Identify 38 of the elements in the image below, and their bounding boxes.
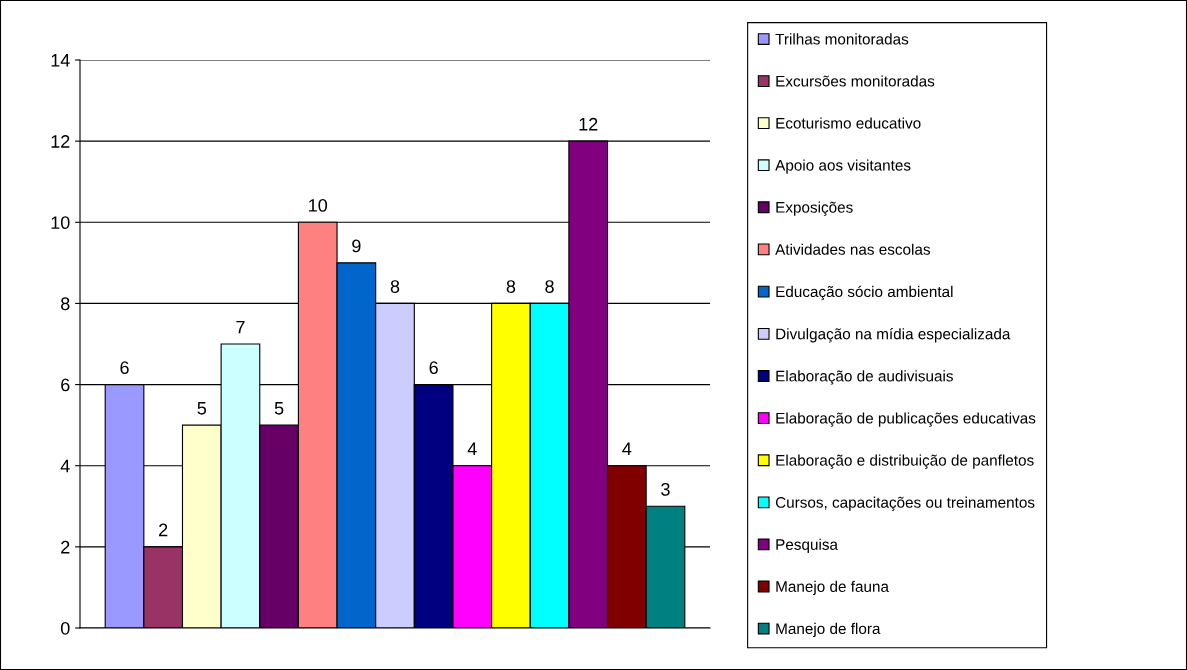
y-tick-label: 4 [60,459,70,473]
data-label: 5 [274,402,284,415]
legend-label: Elaboração de publicações educativas [776,412,1036,427]
legend-label: Pesquisa [776,538,838,553]
y-tick-label: 8 [61,297,70,311]
legend-label: Trilhas monitoradas [775,33,909,45]
legend-label: Excursões monitoradas [776,75,935,87]
y-tick-label: 2 [61,540,70,554]
data-label: 8 [390,280,400,293]
legend-label: Apoio aos visitantes [775,159,911,174]
data-label: 8 [506,280,516,293]
legend-label: Educação sócio ambiental [776,285,953,301]
data-label: 12 [579,117,598,131]
data-label: 6 [120,361,129,375]
data-label: 10 [309,198,328,212]
data-label: 7 [236,320,245,334]
data-label: 2 [159,523,168,537]
data-label: 6 [429,361,438,375]
y-tick-label: 14 [51,54,70,67]
legend-label: Exposições [776,201,853,216]
data-label: 8 [545,280,554,293]
legend-label: Atividades nas escolas [775,243,930,255]
legend-label: Ecoturismo educativo [776,117,921,129]
legend-label: Manejo de flora [776,622,881,638]
legend-label: Elaboração e distribuição de panfletos [776,454,1034,469]
legend-label: Elaboração de audivisuais [776,370,953,385]
y-tick-label: 10 [51,216,70,230]
y-tick-label: 6 [61,378,70,392]
y-tick-label: 0 [60,621,70,635]
data-label: 3 [661,482,670,496]
legend-label: Cursos, capacitações ou treinamentos [775,496,1035,511]
data-label: 4 [622,442,632,456]
data-label: 4 [467,442,477,456]
data-label: 5 [197,402,207,415]
data-label: 9 [352,239,361,253]
legend-label: Manejo de fauna [776,580,889,596]
legend-label: Divulgação na mídia especializada [776,327,1011,343]
y-tick-label: 12 [51,135,70,148]
